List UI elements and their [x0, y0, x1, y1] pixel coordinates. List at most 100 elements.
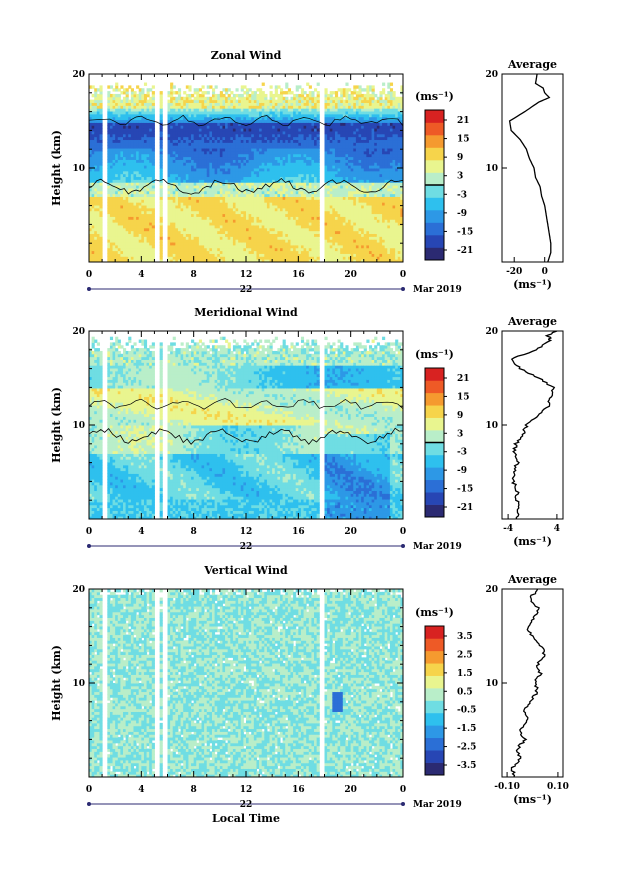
heatmap-cell — [136, 125, 140, 129]
heatmap-cell — [264, 153, 268, 158]
heatmap-cell — [316, 236, 320, 240]
heatmap-cell — [196, 250, 200, 254]
heatmap-cell — [159, 105, 163, 109]
heatmap-cell — [130, 242, 134, 246]
heatmap-cell — [133, 185, 137, 189]
heatmap-cell — [123, 179, 127, 183]
heatmap-cell — [222, 93, 226, 98]
heatmap-cell — [193, 173, 197, 178]
heatmap-cell — [269, 173, 273, 178]
heatmap-cell — [274, 136, 278, 141]
heatmap-cell — [109, 128, 114, 132]
heatmap-cell — [138, 113, 142, 118]
heatmap-cell — [191, 119, 195, 123]
heatmap-cell — [306, 139, 310, 143]
heatmap-cell — [269, 136, 273, 141]
heatmap-cell — [217, 130, 221, 135]
heatmap-cell — [196, 236, 200, 240]
heatmap-cell — [308, 242, 312, 246]
heatmap-cell — [277, 142, 281, 146]
heatmap-cell — [240, 253, 244, 257]
heatmap-cell — [316, 170, 320, 175]
heatmap-cell — [136, 230, 140, 235]
heatmap-cell — [214, 139, 218, 143]
heatmap-cell — [266, 179, 271, 183]
heatmap-cell — [120, 173, 124, 178]
heatmap-cell — [175, 108, 179, 112]
heatmap-cell — [107, 202, 111, 206]
heatmap-cell — [222, 99, 226, 103]
heatmap-cell — [175, 227, 179, 232]
heatmap-cell — [117, 210, 121, 215]
heatmap-cell — [117, 259, 121, 263]
heatmap-cell — [175, 230, 179, 235]
heatmap-cell — [191, 99, 195, 103]
heatmap-1 — [89, 82, 404, 263]
heatmap-cell — [170, 119, 174, 123]
heatmap-cell — [206, 133, 210, 138]
heatmap-cell — [295, 239, 299, 243]
heatmap-cell — [130, 116, 134, 121]
heatmap-cell — [295, 108, 299, 112]
heatmap-cell — [146, 122, 150, 126]
heatmap-cell — [109, 199, 114, 203]
heatmap-cell — [149, 153, 153, 158]
heatmap-cell — [99, 125, 103, 129]
heatmap-cell — [141, 133, 145, 138]
heatmap-cell — [170, 122, 174, 126]
heatmap-cell — [219, 196, 223, 200]
heatmap-cell — [198, 233, 203, 237]
heatmap-cell — [133, 148, 137, 152]
heatmap-cell — [180, 242, 184, 246]
heatmap-cell — [277, 130, 281, 135]
heatmap-cell — [214, 233, 218, 237]
heatmap-cell — [240, 176, 244, 180]
heatmap-cell — [243, 128, 247, 132]
heatmap-cell — [316, 216, 320, 220]
heatmap-cell — [238, 168, 242, 172]
heatmap-cell — [91, 139, 95, 143]
heatmap-cell — [298, 130, 302, 135]
heatmap-cell — [285, 170, 289, 175]
heatmap-cell — [227, 185, 231, 189]
heatmap-cell — [120, 247, 124, 252]
heatmap-cell — [128, 99, 132, 103]
heatmap-cell — [191, 213, 195, 217]
heatmap-cell — [285, 187, 289, 192]
heatmap-cell — [191, 207, 195, 212]
heatmap-cell — [240, 108, 244, 112]
heatmap-cell — [217, 125, 221, 129]
heatmap-cell — [183, 202, 187, 206]
heatmap-cell — [235, 236, 239, 240]
heatmap-cell — [232, 222, 237, 226]
heatmap-cell — [274, 91, 278, 95]
heatmap-cell — [99, 205, 103, 209]
heatmap-cell — [109, 182, 114, 186]
heatmap-cell — [261, 230, 265, 235]
heatmap-cell — [272, 247, 276, 252]
heatmap-cell — [261, 193, 265, 197]
heatmap-cell — [112, 168, 116, 172]
heatmap-cell — [290, 162, 294, 166]
heatmap-cell — [177, 196, 182, 200]
heatmap-cell — [272, 193, 276, 197]
heatmap-cell — [290, 247, 294, 252]
heatmap-cell — [209, 119, 213, 123]
heatmap-cell — [246, 173, 250, 178]
heatmap-cell — [324, 176, 328, 180]
heatmap-cell — [269, 219, 273, 223]
heatmap-cell — [149, 207, 153, 212]
heatmap-cell — [269, 176, 273, 180]
heatmap-cell — [308, 193, 312, 197]
heatmap-cell — [238, 145, 242, 149]
heatmap-cell — [133, 236, 137, 240]
heatmap-cell — [238, 150, 242, 155]
heatmap-cell — [243, 111, 247, 115]
heatmap-cell — [91, 105, 95, 109]
heatmap-cell — [306, 193, 310, 197]
heatmap-cell — [311, 256, 315, 260]
heatmap-cell — [219, 111, 223, 115]
heatmap-cell — [222, 156, 226, 160]
heatmap-cell — [232, 196, 237, 200]
heatmap-cell — [214, 244, 218, 249]
